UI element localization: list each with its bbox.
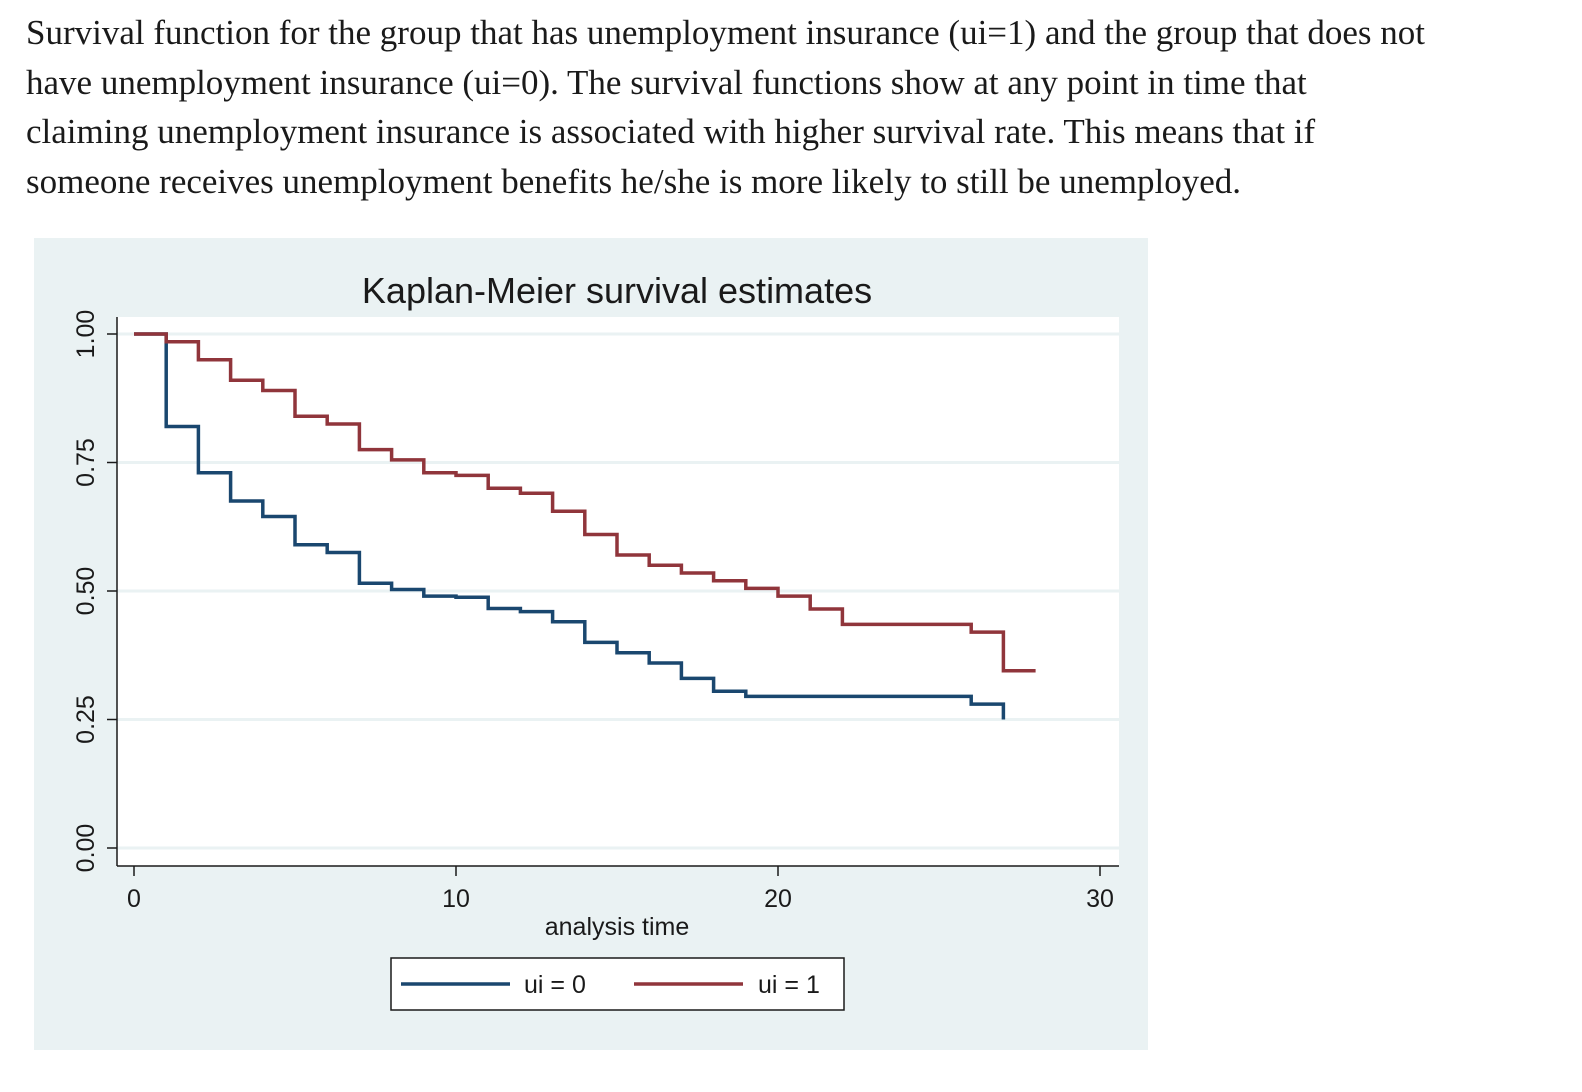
legend-label-ui1: ui = 1 <box>758 971 820 999</box>
legend-label-ui0: ui = 0 <box>524 971 586 999</box>
x-tick-label-3: 30 <box>1086 885 1114 913</box>
axes: 0.00 0.25 0.50 0.75 1.00 0 10 20 30 <box>72 310 1119 913</box>
chart-title: Kaplan-Meier survival estimates <box>362 270 872 311</box>
caption-paragraph: Survival function for the group that has… <box>26 13 1426 201</box>
x-tick-label-0: 0 <box>127 885 141 913</box>
series-line-ui1 <box>134 332 1036 673</box>
series-line-ui0 <box>134 332 1006 720</box>
y-tick-label-3: 0.75 <box>72 438 100 487</box>
x-tick-label-2: 20 <box>764 885 792 913</box>
legend: ui = 0 ui = 1 <box>390 957 845 1011</box>
series-lines <box>134 332 1036 720</box>
x-axis-label: analysis time <box>545 913 690 941</box>
y-tick-label-2: 0.50 <box>72 567 100 616</box>
y-tick-label-0: 0.00 <box>72 824 100 873</box>
y-tick-label-1: 0.25 <box>72 695 100 744</box>
x-tick-label-1: 10 <box>442 885 470 913</box>
y-tick-label-4: 1.00 <box>72 310 100 359</box>
grid-lines <box>117 332 1119 850</box>
